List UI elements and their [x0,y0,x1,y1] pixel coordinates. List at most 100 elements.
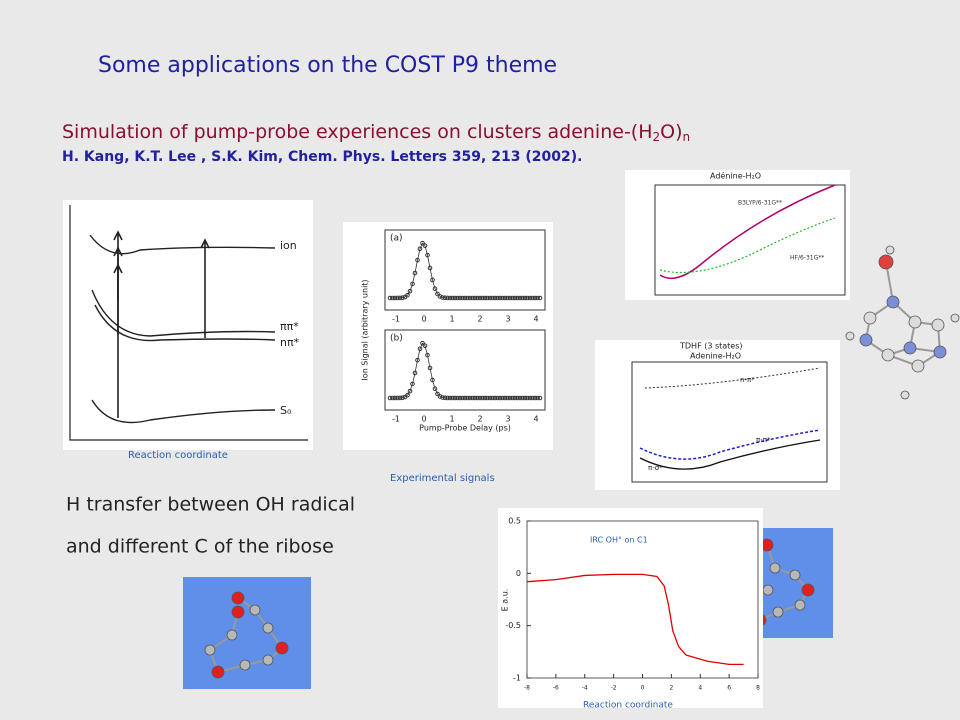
x-tick-label: 4 [533,415,538,424]
signal-dot [437,294,443,299]
signal-dot [407,388,413,394]
subtitle-part: n [683,130,691,144]
pes-curve [659,217,836,274]
atom [950,313,960,323]
panel-label: (a) [390,234,403,244]
atom [900,390,910,400]
x-tick-label: -8 [524,685,530,692]
axis-label: Pump-Probe Delay (ps) [419,424,511,433]
irc-panel [498,508,763,708]
signal-dot [432,286,438,292]
atom [275,641,289,655]
state-label: ππ* [280,320,299,333]
molecule-image [183,577,311,689]
atom [772,606,784,618]
y-tick-label: -0.5 [505,621,521,630]
diagram-curve [91,289,276,337]
atom [878,254,894,270]
x-tick-label: -1 [392,315,400,324]
diagram-curve [200,238,210,338]
legend-entry: HF/6-31G** [790,255,824,262]
signals-frame [384,229,546,311]
atom [231,605,245,619]
plot-title: TDHF (3 states) [679,342,743,351]
atom [931,318,945,332]
atom [886,295,900,309]
diagram-curve [91,399,276,424]
energy-diagram-panel [63,200,313,450]
atom [211,665,225,679]
atom [262,622,274,634]
atom [226,629,238,641]
atom [908,315,922,329]
signal-dot [435,391,440,397]
x-tick-label: -4 [582,685,588,692]
atom [933,345,947,359]
state-label: S₀ [280,404,292,417]
citation: H. Kang, K.T. Lee , S.K. Kim, Chem. Phys… [62,149,582,165]
pes-panel [625,170,850,300]
x-tick-label: 3 [505,315,510,324]
signal-dot [420,340,425,346]
atom [911,359,925,373]
signals-frame [384,329,546,411]
state-label: nπ* [280,336,300,349]
signal-curve [389,242,540,299]
x-tick-label: 2 [477,315,482,324]
atom [794,599,806,611]
plot-subtitle: Adenine-H₂O [690,352,741,361]
curve-label: n-π* [740,376,755,384]
chart-title: IRC OH° on C1 [590,536,648,545]
tdhf-frame [631,361,828,483]
x-tick-label: 0 [421,415,426,424]
diagram-curve [69,205,308,441]
x-tick-label: 0 [641,685,645,692]
caption: Reaction coordinate [128,450,228,461]
irc-curve [526,573,744,666]
plot-title: Adénine-H₂O [710,171,761,181]
x-tick-label: 2 [477,415,482,424]
diagram-curve [94,304,276,342]
x-tick-label: -1 [392,415,400,424]
diagram-curve [89,234,276,255]
atom [769,562,781,574]
subtitle-part: 2 [653,130,661,144]
signal-dot [405,292,410,298]
x-tick-label: 1 [449,415,454,424]
x-tick-label: 1 [449,315,454,324]
body-text: H transfer between OH radical [66,494,355,516]
x-tick-label: 0 [421,315,426,324]
signal-dot [410,281,415,287]
subtitle: Simulation of pump-probe experiences on … [62,121,690,144]
axis-label: Ion Signal (arbitrary unit) [361,279,370,380]
signals-panel [343,222,553,450]
signal-dot [422,343,428,348]
signal-dot [407,288,413,294]
tdhf-curve [639,439,821,470]
subtitle-part: Simulation of pump-probe experiences on … [62,121,653,143]
x-tick-label: 8 [756,685,760,692]
signal-dot [420,240,425,246]
atom [859,333,873,347]
signal-dot [435,291,440,297]
diagram-curve [113,246,123,300]
signal-dot [410,381,415,387]
y-tick-label: 0 [516,569,521,578]
x-tick-label: -6 [553,685,559,692]
pes-frame [654,184,846,296]
atom [231,591,245,605]
atom [204,644,216,656]
x-tick-label: 3 [505,415,510,424]
pes-curve [659,184,836,280]
atom [249,604,261,616]
atom [239,659,251,671]
axis-label: Reaction coordinate [583,701,673,711]
signal-dot [422,243,428,248]
atom [845,331,855,341]
atom [762,584,774,596]
x-tick-label: 4 [533,315,538,324]
x-tick-label: 2 [669,685,673,692]
curve-label: π-π* [756,436,771,444]
x-tick-label: 4 [698,685,702,692]
